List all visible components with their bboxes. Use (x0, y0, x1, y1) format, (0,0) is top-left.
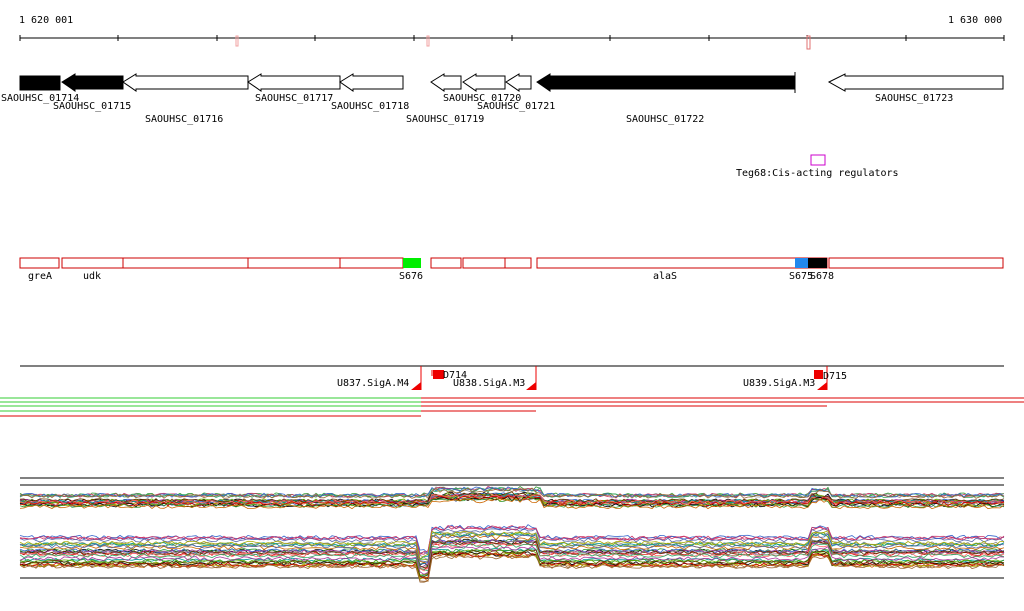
gene-saouhsc-01718[interactable] (339, 73, 404, 92)
promoter-label: U838.SigA.M3 (453, 378, 525, 389)
annotation-label-udk: udk (83, 271, 101, 282)
promoter-arrow[interactable] (817, 382, 827, 390)
transcript-track (0, 397, 1024, 417)
ruler-end-label: 1 630 000 (948, 15, 1002, 26)
promoter-track: U837.SigA.M4 U838.SigA.M3 U839.SigA.M3 D… (20, 365, 1004, 390)
coordinate-ruler: 1 620 001 1 630 000 (19, 15, 1005, 50)
annotation-box[interactable] (430, 257, 462, 269)
terminator-box-d715[interactable] (814, 370, 823, 379)
expression-profile-line (19, 530, 1005, 560)
annotation-s676[interactable] (403, 258, 421, 268)
expression-profile-line (19, 491, 1005, 504)
gene-label: SAOUHSC_01716 (145, 114, 223, 125)
gene-saouhsc-01715[interactable] (61, 73, 124, 92)
regulator-label: Teg68:Cis-acting regulators (736, 168, 899, 179)
annotation-s675[interactable] (795, 258, 808, 268)
expression-profile-line (19, 549, 1005, 578)
expression-track (19, 477, 1005, 583)
expression-profile-line (19, 553, 1005, 583)
expression-profile-line (19, 532, 1005, 563)
gene-label: SAOUHSC_01717 (255, 93, 333, 104)
gene-saouhsc-01717[interactable] (247, 73, 341, 92)
expression-profile-line (19, 548, 1005, 576)
regulator-feature[interactable] (810, 154, 826, 166)
ruler-start-label: 1 620 001 (19, 15, 73, 26)
annotation-box[interactable] (828, 257, 1004, 269)
gene-label: SAOUHSC_01715 (53, 101, 131, 112)
expression-profile-line (19, 486, 1005, 498)
gene-label: SAOUHSC_01723 (875, 93, 953, 104)
gene-saouhsc-01722[interactable] (536, 73, 796, 92)
expression-profile-line (19, 497, 1005, 510)
gene-saouhsc-01720[interactable] (462, 73, 506, 92)
expression-profile-line (19, 487, 1005, 499)
terminator-box-d714[interactable] (433, 370, 444, 379)
annotation-box-alas[interactable] (536, 257, 828, 269)
gene-saouhsc-01723[interactable] (827, 73, 1004, 92)
expression-profile-line (19, 545, 1005, 575)
annotation-box-grea[interactable] (19, 257, 60, 269)
promoter-arrow[interactable] (411, 382, 421, 390)
regulator-track: Teg68:Cis-acting regulators (736, 154, 899, 179)
expression-profiles-upper (19, 485, 1005, 510)
annotation-label-s678: S678 (810, 271, 834, 282)
gene-label: SAOUHSC_01719 (406, 114, 484, 125)
promoter-label: U837.SigA.M4 (337, 378, 409, 389)
annotation-box[interactable] (462, 257, 532, 269)
annotation-label-s675: S675 (789, 271, 813, 282)
expression-profile-line (20, 539, 1005, 569)
expression-profile-line (19, 548, 1005, 577)
annotation-box-udk[interactable] (61, 257, 404, 269)
annotation-track: greA udk S676 alaS S675 S678 (19, 257, 1004, 282)
expression-profile-line (19, 534, 1005, 564)
terminator-label: D714 (443, 370, 467, 381)
annotation-label-alas: alaS (653, 271, 677, 282)
gene-saouhsc-01716[interactable] (122, 73, 249, 92)
promoter-arrow[interactable] (526, 382, 536, 390)
gene-label: SAOUHSC_01714 (1, 93, 79, 104)
gene-saouhsc-01719[interactable] (430, 73, 462, 92)
gene-labels: SAOUHSC_01714 SAOUHSC_01715 SAOUHSC_0171… (1, 93, 953, 125)
expression-profile-line (19, 525, 1005, 555)
terminator-label: D715 (823, 371, 847, 382)
gene-label: SAOUHSC_01718 (331, 101, 409, 112)
gene-saouhsc-01721[interactable] (505, 73, 532, 92)
ruler-markers (235, 35, 811, 50)
gene-label: SAOUHSC_01722 (626, 114, 704, 125)
gene-label: SAOUHSC_01720 (443, 93, 521, 104)
annotation-label-s676: S676 (399, 271, 423, 282)
expression-profiles-lower (19, 524, 1005, 583)
promoter-label: U839.SigA.M3 (743, 378, 815, 389)
expression-profile-line (19, 542, 1005, 572)
gene-label: SAOUHSC_01721 (477, 101, 555, 112)
annotation-s678[interactable] (808, 258, 827, 268)
expression-profile-line (20, 495, 1005, 507)
expression-profile-line (19, 530, 1005, 561)
gene-track (19, 72, 1004, 93)
annotation-label-grea: greA (28, 271, 52, 282)
gene-saouhsc-01714[interactable] (19, 75, 61, 91)
